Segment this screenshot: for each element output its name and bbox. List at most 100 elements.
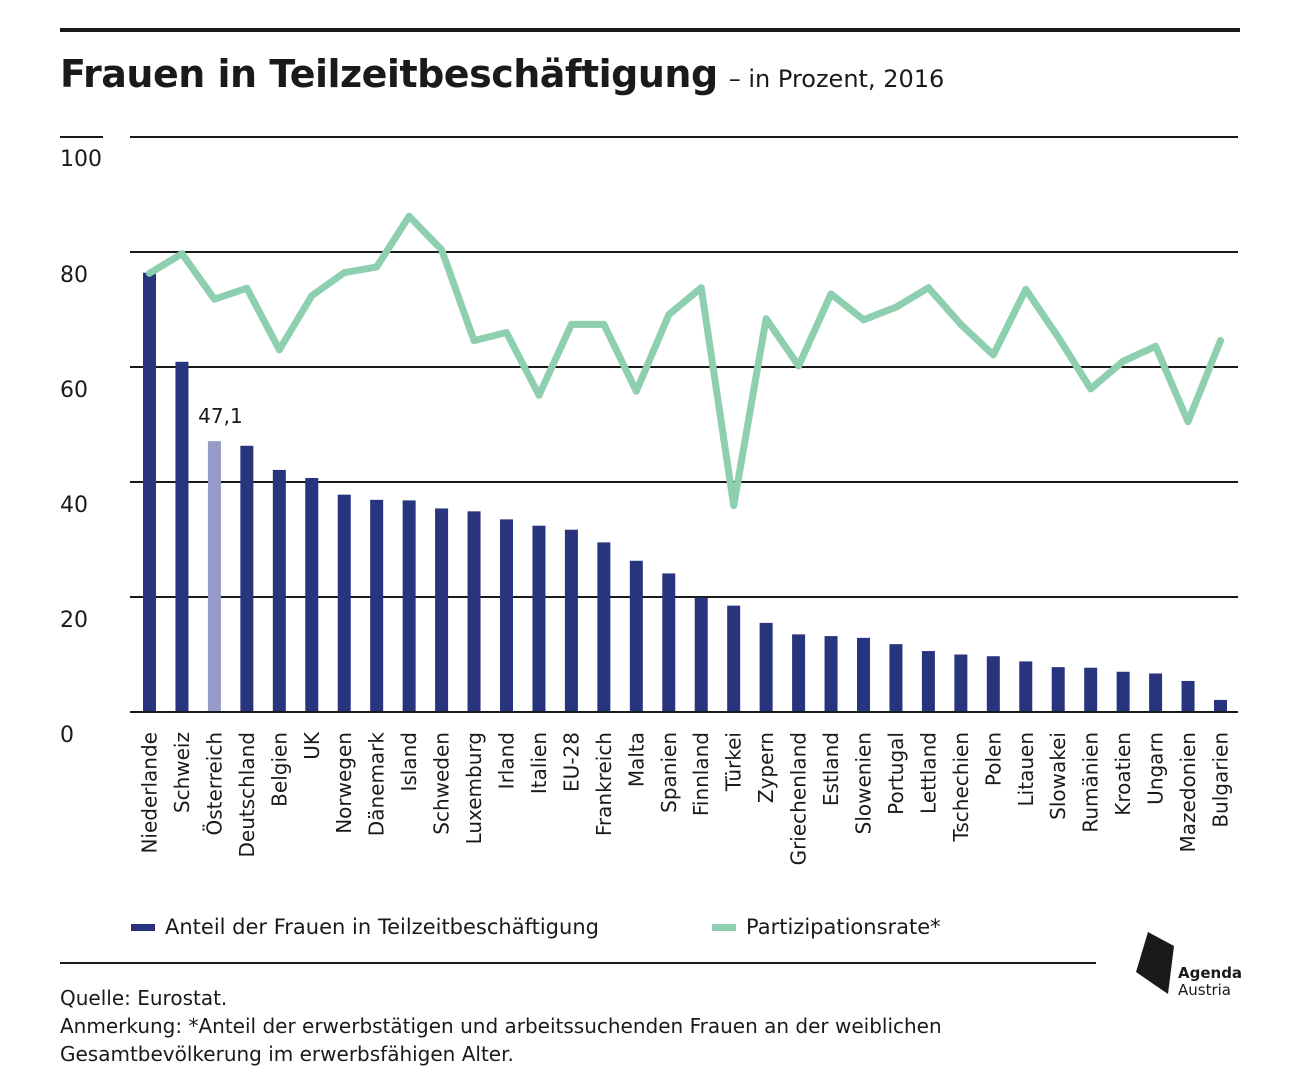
line-point-4	[275, 346, 283, 354]
x-tick-label-8: Island	[397, 732, 421, 792]
x-tick-label-16: Spanien	[657, 732, 681, 813]
legend-swatch-bars	[131, 923, 155, 931]
x-tick-label-5: UK	[300, 731, 324, 760]
line-point-16	[665, 311, 673, 319]
x-tick-label-24: Lettland	[916, 732, 940, 814]
line-point-5	[308, 292, 316, 300]
remark-line-2: Gesamtbevölkerung im erwerbsfähigen Alte…	[60, 1042, 514, 1066]
bar-24	[921, 651, 935, 712]
x-tick-label-3: Deutschland	[235, 732, 259, 858]
line-series-partizipationsrate	[146, 212, 1224, 510]
legend-label-bars: Anteil der Frauen in Teilzeitbeschäftigu…	[165, 915, 599, 939]
bar-21	[824, 636, 838, 712]
line-point-10	[470, 337, 478, 345]
x-tick-label-27: Litauen	[1014, 732, 1038, 806]
y-tick-label-40: 40	[60, 493, 88, 518]
legend-item-bars: Anteil der Frauen in Teilzeitbeschäftigu…	[131, 912, 599, 942]
line-point-17	[697, 284, 705, 292]
bar-18	[727, 605, 741, 712]
line-point-12	[535, 391, 543, 399]
x-tick-label-30: Kroatien	[1111, 732, 1135, 816]
bar-15	[629, 560, 643, 712]
bar-23	[889, 644, 903, 712]
footnotes: Quelle: Eurostat. Anmerkung: *Anteil der…	[60, 984, 942, 1068]
chart-title: Frauen in Teilzeitbeschäftigung	[60, 52, 718, 96]
line-point-21	[827, 290, 835, 298]
chart-area: 0 20 40 60 80 100 47,1 Niederlande Schweiz Österr…	[60, 136, 1238, 865]
line-point-24	[924, 284, 932, 292]
bar-2	[207, 441, 221, 712]
x-tick-label-18: Türkei	[722, 732, 746, 792]
remark-line-1: Anmerkung: *Anteil der erwerbstätigen un…	[60, 1014, 942, 1038]
bar-5	[305, 477, 319, 712]
chart-subtitle: – in Prozent, 2016	[728, 65, 945, 93]
line-point-25	[957, 320, 965, 328]
bar-20	[792, 634, 806, 712]
x-tick-label-19: Zypern	[754, 732, 778, 803]
x-tick-label-31: Ungarn	[1144, 732, 1168, 805]
x-tick-label-10: Luxemburg	[462, 732, 486, 844]
line-point-9	[438, 246, 446, 254]
line-point-0	[146, 269, 153, 277]
y-tick-label-20: 20	[60, 608, 88, 633]
line-point-22	[860, 316, 867, 324]
bar-10	[467, 511, 481, 712]
line-point-29	[1087, 385, 1095, 393]
bar-17	[694, 597, 708, 712]
bottom-rule	[60, 962, 1096, 964]
line-point-20	[795, 362, 803, 370]
bar-19	[759, 622, 773, 712]
line-point-7	[373, 263, 381, 271]
bar-12	[532, 525, 546, 712]
x-tick-label-9: Schweden	[430, 732, 454, 835]
bar-value-label-2: 47,1	[198, 404, 243, 428]
bar-8	[402, 500, 416, 712]
line-point-26	[989, 351, 997, 359]
line-point-33	[1217, 337, 1224, 345]
bar-27	[1019, 661, 1033, 712]
source-note: Quelle: Eurostat.	[60, 986, 228, 1010]
x-tick-label-6: Norwegen	[332, 732, 356, 834]
bar-26	[986, 656, 1000, 712]
line-point-19	[762, 315, 770, 323]
line-point-14	[600, 320, 608, 328]
x-tick-label-12: Italien	[527, 732, 551, 794]
line-point-23	[892, 303, 900, 311]
line-point-28	[1054, 333, 1062, 341]
line-point-3	[243, 284, 251, 292]
line-point-15	[632, 387, 640, 395]
bar-11	[500, 519, 513, 712]
bar-9	[435, 508, 449, 712]
bar-1	[175, 361, 189, 712]
x-tick-label-28: Slowakei	[1046, 732, 1070, 820]
bar-16	[662, 573, 676, 712]
x-tick-label-22: Slowenien	[852, 732, 876, 834]
line-point-1	[178, 250, 186, 258]
x-tick-label-26: Polen	[981, 732, 1005, 786]
bar-32	[1181, 680, 1195, 712]
x-tick-label-2: Österreich	[202, 732, 226, 836]
line-point-2	[210, 295, 218, 303]
bar-29	[1084, 667, 1098, 712]
y-tick-label-0: 0	[60, 723, 74, 748]
bar-4	[272, 469, 286, 712]
bar-13	[564, 529, 578, 712]
x-tick-label-21: Estland	[819, 732, 843, 806]
y-tick-label-60: 60	[60, 378, 88, 403]
bar-7	[370, 499, 384, 712]
line-point-30	[1119, 357, 1127, 365]
x-tick-label-0: Niederlande	[138, 732, 162, 854]
line-point-13	[567, 320, 575, 328]
line-point-32	[1184, 418, 1192, 426]
x-tick-label-20: Griechenland	[787, 732, 811, 865]
x-tick-label-11: Irland	[495, 732, 519, 789]
x-tick-label-17: Finnland	[689, 732, 713, 816]
bar-22	[857, 637, 870, 712]
x-tick-label-14: Frankreich	[592, 732, 616, 836]
x-tick-label-23: Portugal	[884, 732, 908, 815]
bar-30	[1116, 671, 1130, 712]
x-tick-label-32: Mazedonien	[1176, 732, 1200, 852]
x-tick-label-13: EU-28	[559, 732, 583, 792]
x-tick-label-33: Bulgarien	[1209, 732, 1233, 828]
bar-0	[143, 272, 156, 712]
